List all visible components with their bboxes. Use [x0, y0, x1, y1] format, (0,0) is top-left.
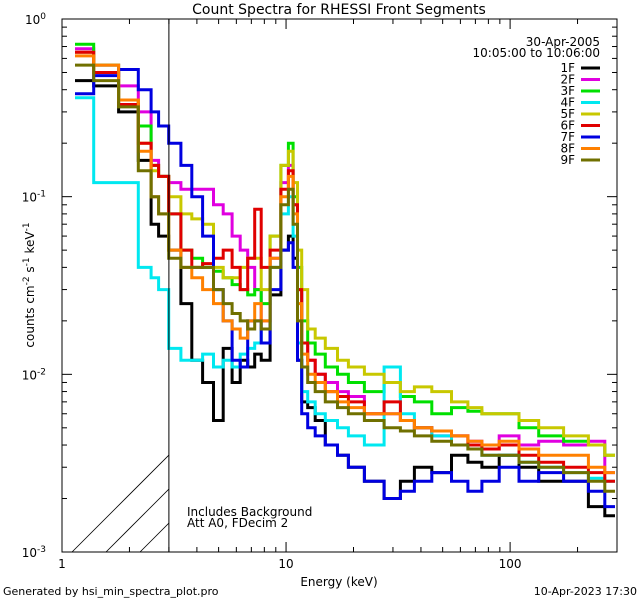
legend-label-7F: 7F: [560, 130, 575, 144]
legend: 30-Apr-2005 10:05:00 to 10:06:00 1F2F3F4…: [473, 35, 600, 167]
y-tick-label: 10-2: [22, 367, 46, 382]
chart-title: Count Spectra for RHESSI Front Segments: [192, 2, 486, 18]
legend-label-3F: 3F: [560, 84, 575, 98]
legend-label-9F: 9F: [560, 153, 575, 167]
legend-label-5F: 5F: [560, 107, 575, 121]
legend-date: 30-Apr-2005: [526, 35, 600, 49]
annotation-background: Includes Background: [187, 505, 312, 519]
legend-label-6F: 6F: [560, 119, 575, 133]
legend-label-8F: 8F: [560, 142, 575, 156]
y-axis-label: counts cm-2 s-1 keV-1: [22, 222, 37, 347]
x-tick-label: 10: [278, 557, 293, 571]
series-7F: [75, 68, 615, 509]
y-tick-label: 100: [25, 12, 46, 27]
legend-label-2F: 2F: [560, 73, 575, 87]
series-9F: [75, 63, 615, 493]
footer-generated-by: Generated by hsi_min_spectra_plot.pro: [3, 585, 219, 598]
y-tick-label: 10-1: [22, 190, 46, 205]
legend-time-range: 10:05:00 to 10:06:00: [473, 46, 600, 60]
plot-frame: [61, 18, 618, 553]
x-tick-label: 100: [499, 557, 522, 571]
x-axis-label: Energy (keV): [300, 575, 377, 589]
legend-label-4F: 4F: [560, 96, 575, 110]
annotation-attenuator: Att A0, FDecim 2: [187, 516, 288, 530]
x-tick-label: 1: [58, 557, 66, 571]
legend-label-1F: 1F: [560, 61, 575, 75]
footer-timestamp: 10-Apr-2023 17:30: [533, 585, 637, 598]
y-tick-label: 10-3: [22, 545, 46, 560]
